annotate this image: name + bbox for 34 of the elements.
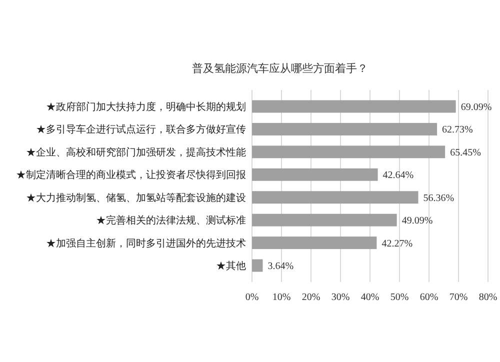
chart-title: 普及氢能源汽车应从哪些方面着手？ [192, 62, 368, 75]
bar [252, 122, 438, 136]
data-label: 42.27% [382, 238, 413, 250]
y-tick-label: ★企业、高校和研究部门加强研发，提高技术性能 [26, 146, 246, 158]
y-tick-label: ★制定清晰合理的商业模式，让投资者尽快得到回报 [16, 169, 246, 182]
data-label: 3.64% [268, 261, 294, 272]
y-tick-label: ★其他 [216, 260, 246, 272]
x-tick-label: 10% [272, 292, 291, 303]
y-tick-label: ★加强自主创新，同时多引进国外的先进技术 [46, 237, 246, 250]
data-label: 56.36% [423, 192, 454, 204]
x-tick-label: 70% [449, 292, 468, 303]
x-tick-label: 80% [478, 292, 498, 303]
data-label: 65.45% [450, 147, 481, 158]
x-tick-label: 30% [331, 292, 350, 303]
y-tick-label: ★大力推动制氢、储氢、加氢站等配套设施的建设 [26, 192, 246, 204]
x-tick-label: 60% [420, 292, 438, 303]
data-label: 62.73% [442, 124, 473, 136]
bar [252, 146, 446, 158]
y-tick-label: ★政府部门加大扶持力度，明确中长期的规划 [46, 100, 246, 113]
y-tick-label: ★多引导车企进行试点运行，联合多方做好宣传 [36, 124, 246, 136]
data-label: 49.09% [402, 216, 433, 227]
bar [252, 100, 456, 113]
x-tick-label: 20% [302, 292, 320, 303]
bar [252, 214, 397, 226]
bar [252, 259, 263, 272]
data-label: 42.64% [382, 170, 414, 182]
x-tick-label: 0% [245, 292, 259, 303]
data-label: 69.09% [460, 102, 492, 113]
bar [252, 168, 378, 181]
bar [252, 191, 418, 204]
bar [252, 236, 377, 250]
x-tick-label: 50% [390, 292, 409, 303]
y-tick-label: ★完善相关的法律法规、测试标准 [96, 214, 246, 227]
x-tick-label: 40% [360, 292, 380, 303]
